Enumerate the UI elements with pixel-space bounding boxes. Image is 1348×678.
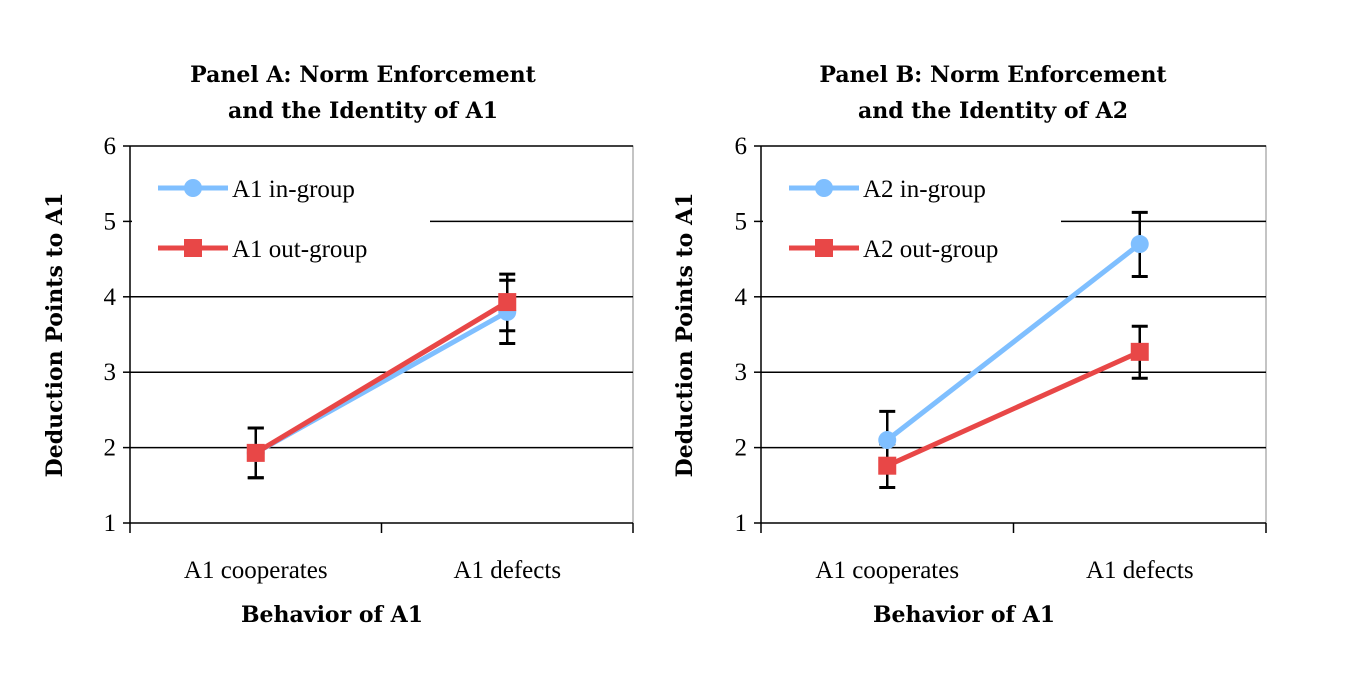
series-line [886,349,1141,468]
legend-swatch-circle [184,179,202,197]
data-point-circle [1130,235,1149,254]
data-point-square [878,456,897,475]
y-tick-label: 2 [104,435,117,462]
legend-label: A2 out-group [863,236,998,263]
legend-label: A2 in-group [863,176,986,203]
series-line [885,242,1142,443]
chart-title-line-2: and the Identity of A2 [858,98,1128,124]
legend-background [132,154,430,284]
y-tick-label: 6 [735,133,748,160]
data-point-square [246,443,265,462]
panel-b: Panel B: Norm Enforcement and the Identi… [672,62,1267,628]
legend-label: A1 out-group [232,236,367,263]
y-tick-label: 5 [735,208,748,235]
y-tick-label: 4 [735,284,748,311]
chart-title-line-1: Panel A: Norm Enforcement [190,62,537,88]
data-point-circle [878,431,897,450]
legend-background [763,154,1061,284]
y-tick-label: 6 [104,133,117,160]
y-tick-label: 2 [735,435,748,462]
chart-title-line-1: Panel B: Norm Enforcement [819,62,1167,88]
legend-label: A1 in-group [232,176,355,203]
x-axis-label: Behavior of A1 [873,602,1055,628]
data-point-square [498,293,517,312]
y-tick-label: 5 [104,208,117,235]
x-tick-label: A1 cooperates [815,557,959,584]
x-tick-label: A1 cooperates [184,557,328,584]
x-tick-label: A1 defects [453,557,561,584]
series-line [254,299,509,456]
legend-swatch-square [184,239,202,257]
y-tick-label: 1 [735,510,748,537]
legend-swatch-circle [815,179,833,197]
y-tick-label: 3 [735,359,748,386]
legend-swatch-square [815,239,833,257]
data-point-square [1130,342,1149,361]
panel-a: Panel A: Norm Enforcement and the Identi… [42,62,634,628]
x-tick-label: A1 defects [1086,557,1194,584]
plot-area: 1 2 3 4 5 6 A1 cooperates A1 defects A2 in-group… [735,133,1267,584]
chart-title-line-2: and the Identity of A1 [228,98,498,124]
x-axis-label: Behavior of A1 [241,602,423,628]
plot-area: 1 2 3 4 5 6 A1 cooperates A1 defects A1 in-group… [104,133,634,584]
y-axis-label: Deduction Points to A1 [672,193,698,478]
y-tick-label: 3 [104,359,117,386]
y-tick-label: 4 [104,284,117,311]
y-tick-label: 1 [104,510,117,537]
y-axis-label: Deduction Points to A1 [42,193,68,478]
